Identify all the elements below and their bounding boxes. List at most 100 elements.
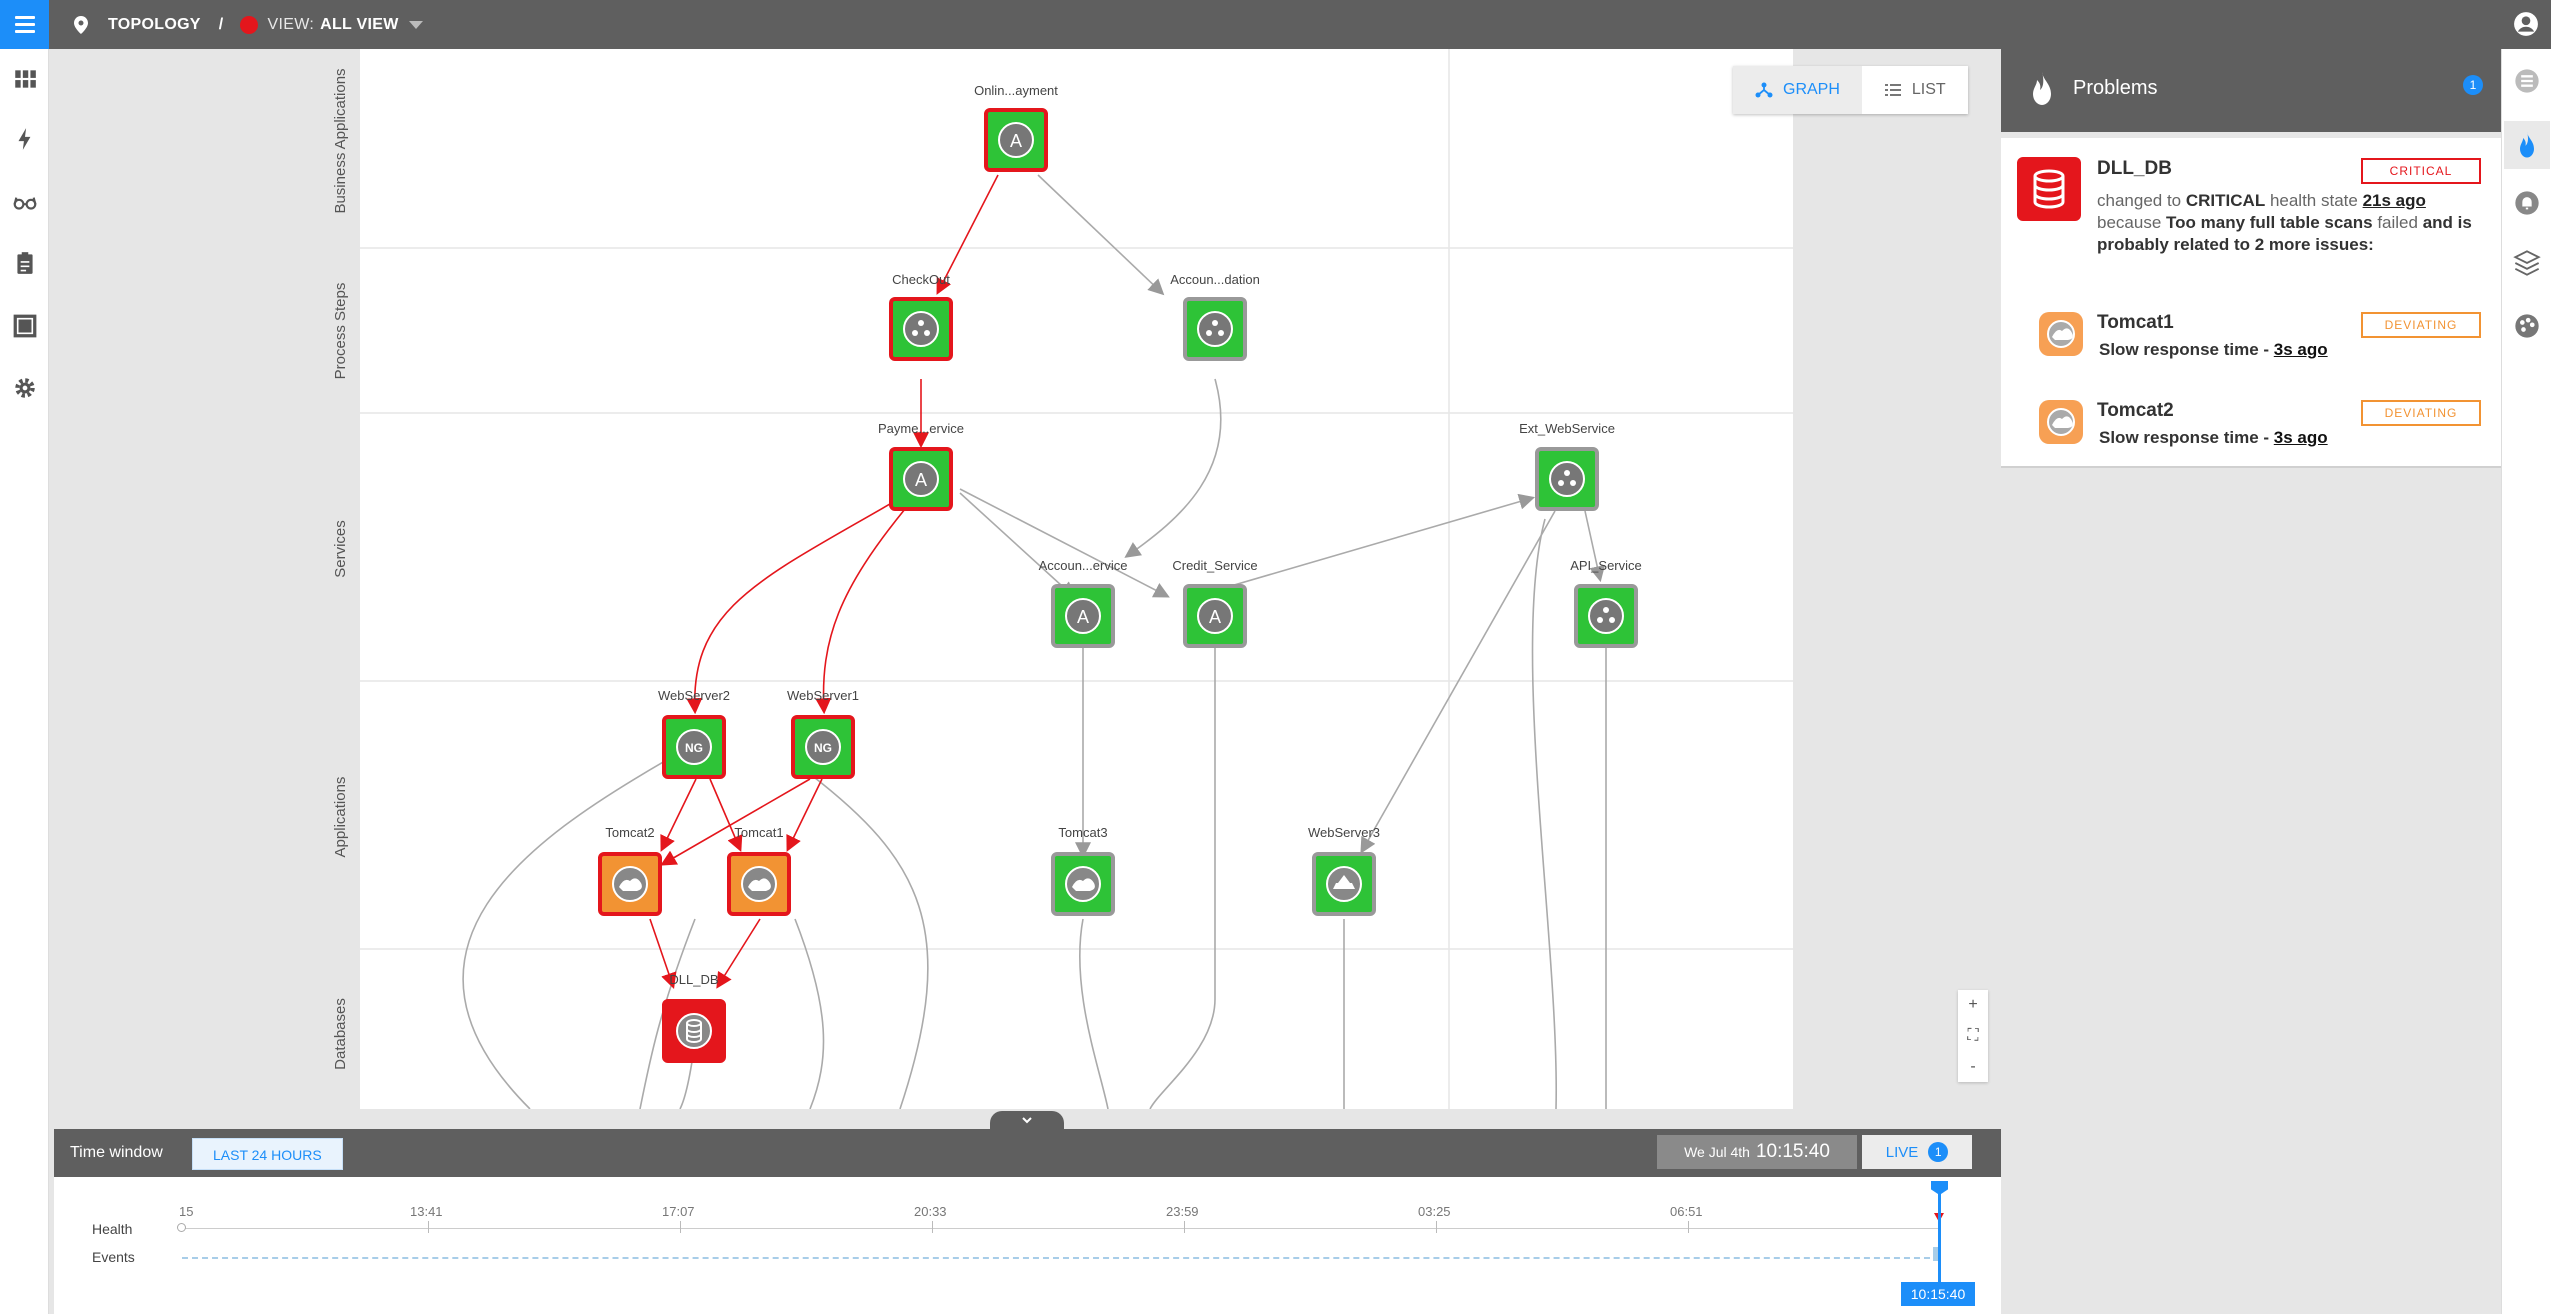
- live-label: LIVE: [1885, 1143, 1919, 1161]
- hamburger-menu-button[interactable]: [0, 0, 49, 49]
- tomcat-icon: [2039, 312, 2083, 356]
- problem-card[interactable]: DLL_DB CRITICAL changed to CRITICAL heal…: [2001, 138, 2501, 468]
- collapse-timeline-button[interactable]: [990, 1111, 1064, 1129]
- square-icon[interactable]: [12, 313, 38, 339]
- graph-icon: [1755, 82, 1773, 98]
- app-glyph: A: [1077, 607, 1089, 627]
- location-pin-icon: [74, 15, 88, 34]
- related-description: Slow response time - 3s ago: [2099, 340, 2328, 359]
- node-label: Payme...ervice: [878, 421, 964, 436]
- related-description: Slow response time - 3s ago: [2099, 428, 2328, 447]
- related-time-link[interactable]: 3s ago: [2273, 428, 2328, 447]
- health-row-label: Health: [92, 1221, 133, 1237]
- related-entity-name[interactable]: Tomcat1: [2097, 312, 2174, 333]
- node-online-payment[interactable]: A Onlin...ayment: [974, 83, 1058, 172]
- tick-mark: [932, 1221, 933, 1233]
- node-account-service[interactable]: A Accoun...ervice: [1039, 558, 1128, 648]
- lane-label-services: Services: [332, 520, 349, 578]
- breadcrumb: TOPOLOGY / VIEW: ALL VIEW: [74, 0, 423, 49]
- flame-icon: [2033, 72, 2051, 105]
- user-account-icon[interactable]: [2513, 11, 2539, 37]
- node-tomcat2[interactable]: Tomcat2: [598, 825, 662, 916]
- app-glyph: A: [1010, 131, 1022, 151]
- node-label: Accoun...dation: [1170, 272, 1260, 287]
- right-sidebar: [2501, 49, 2551, 1314]
- flame-icon[interactable]: [2513, 131, 2541, 159]
- palette-icon[interactable]: [2513, 312, 2541, 340]
- tick-mark: [1688, 1221, 1689, 1233]
- related-time-link[interactable]: 3s ago: [2273, 340, 2328, 359]
- zoom-in-button[interactable]: +: [1968, 996, 1978, 1014]
- topology-graph[interactable]: A Onlin...ayment CheckOut Accoun...datio…: [360, 49, 1793, 1109]
- node-payment-service[interactable]: A Payme...ervice: [878, 421, 964, 511]
- related-problem-tomcat1[interactable]: Tomcat1 DEVIATING Slow response time - 3…: [2001, 300, 2501, 380]
- problems-count-badge: 1: [2463, 75, 2483, 95]
- list-icon: [1884, 84, 1901, 96]
- live-button[interactable]: LIVE 1: [1862, 1135, 1972, 1169]
- node-label: Tomcat2: [605, 825, 654, 840]
- time-range-button[interactable]: LAST 24 HOURS: [192, 1138, 343, 1170]
- list-icon[interactable]: [2513, 67, 2541, 95]
- app-glyph: A: [915, 470, 927, 490]
- event-marker: [1933, 1247, 1938, 1261]
- graph-view-button[interactable]: GRAPH: [1733, 66, 1862, 114]
- problems-header: Problems 1: [2001, 49, 2501, 132]
- glasses-icon[interactable]: [12, 189, 38, 215]
- node-webserver2[interactable]: NG WebServer2: [658, 688, 730, 779]
- cursor-time-label: 10:15:40: [1901, 1282, 1975, 1306]
- view-toggle: GRAPH LIST: [1733, 66, 1968, 114]
- lane-label-databases: Databases: [332, 998, 349, 1070]
- related-entity-name[interactable]: Tomcat2: [2097, 400, 2174, 421]
- timeline-cursor-handle[interactable]: [1931, 1181, 1948, 1195]
- chevron-down-icon[interactable]: [408, 20, 423, 29]
- tick-mark: [680, 1221, 681, 1233]
- node-tomcat3[interactable]: Tomcat3: [1051, 825, 1115, 916]
- tick-label: 06:51: [1670, 1204, 1703, 1219]
- node-checkout[interactable]: CheckOut: [889, 272, 953, 361]
- timeline-cursor[interactable]: [1938, 1187, 1941, 1302]
- view-status-dot: [239, 15, 258, 34]
- events-track: [182, 1257, 1940, 1259]
- related-problem-tomcat2[interactable]: Tomcat2 DEVIATING Slow response time - 3…: [2001, 388, 2501, 468]
- tick-label: 15: [179, 1204, 194, 1219]
- node-webserver1[interactable]: NG WebServer1: [787, 688, 859, 779]
- problem-entity-name[interactable]: DLL_DB: [2097, 158, 2172, 179]
- tick-label: 17:07: [662, 1204, 695, 1219]
- zoom-out-button[interactable]: -: [1970, 1057, 1976, 1075]
- lane-label-applications: Applications: [332, 776, 349, 858]
- node-label: WebServer1: [787, 688, 859, 703]
- breadcrumb-separator: /: [218, 15, 224, 33]
- gear-icon[interactable]: [12, 375, 38, 401]
- deviating-state-badge: DEVIATING: [2361, 400, 2481, 426]
- fit-screen-button[interactable]: ⛶: [1967, 1026, 1979, 1044]
- tomcat-icon: [2039, 400, 2083, 444]
- tick-label: 13:41: [410, 1204, 443, 1219]
- node-api-service[interactable]: API_Service: [1570, 558, 1642, 648]
- chevron-down-icon: [1022, 1117, 1032, 1124]
- lightning-icon[interactable]: [12, 126, 38, 152]
- breadcrumb-topology[interactable]: TOPOLOGY: [108, 15, 201, 33]
- node-ext-webservice[interactable]: Ext_WebService: [1519, 421, 1615, 511]
- node-credit-service[interactable]: A Credit_Service: [1172, 558, 1258, 648]
- list-view-button[interactable]: LIST: [1862, 66, 1968, 114]
- bell-icon[interactable]: [2513, 189, 2541, 217]
- clipboard-icon[interactable]: [12, 250, 38, 276]
- layers-icon[interactable]: [2513, 249, 2541, 277]
- current-datetime[interactable]: We Jul 4th 10:15:40: [1657, 1135, 1857, 1169]
- ng-glyph: NG: [685, 741, 703, 755]
- tick-mark: [1436, 1221, 1437, 1233]
- graph-view-label: GRAPH: [1783, 81, 1840, 98]
- node-webserver3[interactable]: WebServer3: [1308, 825, 1380, 916]
- node-dll-db[interactable]: DLL_DB: [662, 972, 726, 1063]
- node-tomcat1[interactable]: Tomcat1: [727, 825, 791, 916]
- dashboard-icon[interactable]: [12, 66, 38, 92]
- node-label: Tomcat1: [734, 825, 783, 840]
- list-view-label: LIST: [1911, 81, 1946, 98]
- node-label: Ext_WebService: [1519, 421, 1615, 436]
- problem-time-link[interactable]: 21s ago: [2362, 191, 2426, 210]
- view-selector[interactable]: ALL VIEW: [320, 15, 399, 33]
- node-account-validation[interactable]: Accoun...dation: [1170, 272, 1260, 361]
- node-label: WebServer2: [658, 688, 730, 703]
- tick-mark: [428, 1221, 429, 1233]
- timeline[interactable]: Health Events 15 13:41 17:07 20:33 23:59…: [54, 1177, 2001, 1314]
